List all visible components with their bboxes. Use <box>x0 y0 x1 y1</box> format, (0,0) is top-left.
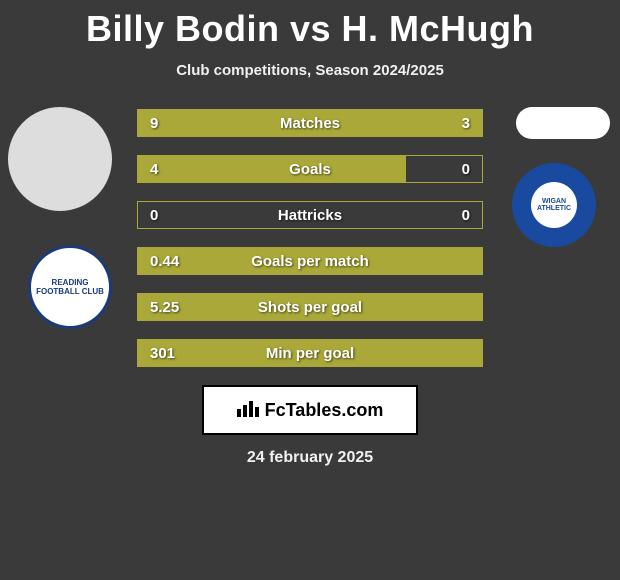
stat-row: 93Matches <box>137 109 483 137</box>
badge-right-text: WIGAN ATHLETIC <box>531 182 578 229</box>
vs-text: vs <box>290 8 331 49</box>
player2-avatar <box>516 107 610 139</box>
subtitle: Club competitions, Season 2024/2025 <box>0 62 620 79</box>
stat-row: 5.25Shots per goal <box>137 293 483 321</box>
stat-row: 00Hattricks <box>137 201 483 229</box>
stat-label: Shots per goal <box>138 294 482 320</box>
player1-avatar <box>8 107 112 211</box>
source-text: FcTables.com <box>265 400 384 421</box>
stat-label: Hattricks <box>138 202 482 228</box>
stat-row: 0.44Goals per match <box>137 247 483 275</box>
chart-icon <box>237 399 259 422</box>
stat-row: 301Min per goal <box>137 339 483 367</box>
badge-left-text: READING FOOTBALL CLUB <box>31 278 109 296</box>
player2-name: H. McHugh <box>342 8 534 49</box>
date-text: 24 february 2025 <box>0 449 620 467</box>
player2-club-badge: WIGAN ATHLETIC <box>512 163 596 247</box>
stat-label: Goals <box>138 156 482 182</box>
stat-label: Matches <box>138 110 482 136</box>
source-badge: FcTables.com <box>202 385 418 435</box>
stat-label: Goals per match <box>138 248 482 274</box>
content-area: READING FOOTBALL CLUB WIGAN ATHLETIC 93M… <box>0 109 620 467</box>
player1-club-badge: READING FOOTBALL CLUB <box>28 245 112 329</box>
stat-row: 40Goals <box>137 155 483 183</box>
comparison-title: Billy Bodin vs H. McHugh <box>0 0 620 50</box>
stat-bars: 93Matches 40Goals 00Hattricks 0.44Goals per… <box>137 109 483 367</box>
stat-label: Min per goal <box>138 340 482 366</box>
player1-name: Billy Bodin <box>86 8 280 49</box>
